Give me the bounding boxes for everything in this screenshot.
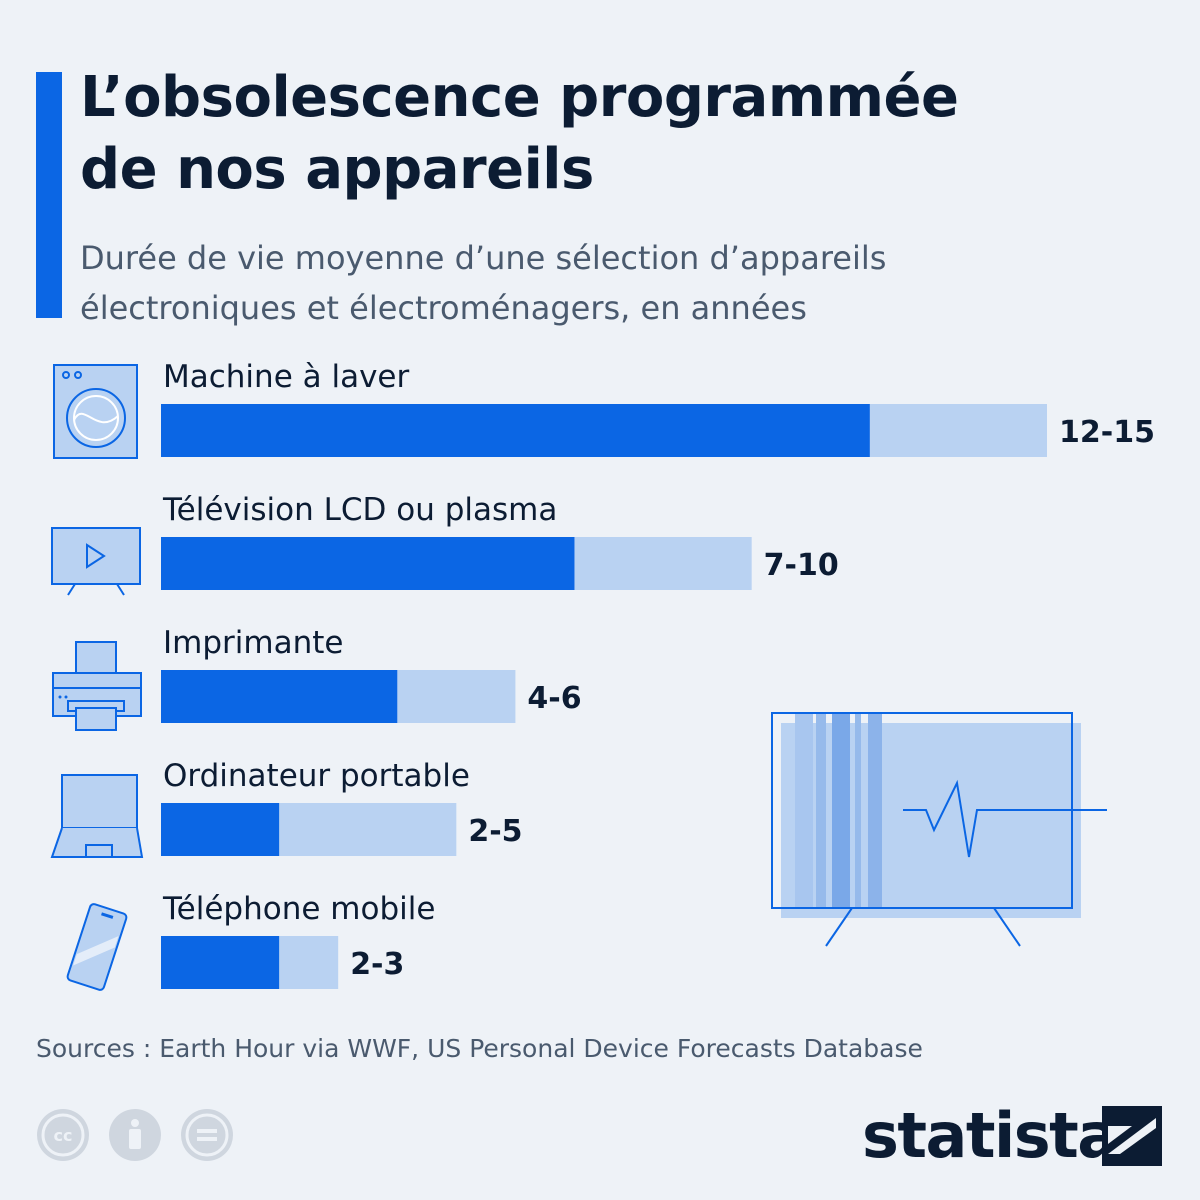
category-label: Télévision LCD ou plasma (162, 492, 557, 528)
license-icons: cc (37, 1109, 233, 1161)
subtitle-line-2: électroniques et électroménagers, en ann… (80, 289, 807, 327)
data-label: 2-5 (468, 814, 522, 849)
title-line-1: L’obsolescence programmée (80, 65, 959, 130)
no-derivatives-icon (181, 1109, 233, 1161)
television-icon (51, 527, 141, 596)
data-label: 4-6 (527, 681, 581, 716)
mobile-phone-icon (66, 903, 128, 991)
sources-text: Sources : Earth Hour via WWF, US Persona… (36, 1034, 923, 1063)
page-subtitle: Durée de vie moyenne d’une sélection d’a… (80, 233, 1160, 333)
category-label: Ordinateur portable (163, 758, 470, 794)
bar-low-segment (161, 936, 280, 989)
subtitle-line-1: Durée de vie moyenne d’une sélection d’a… (80, 239, 887, 277)
category-label: Imprimante (163, 625, 343, 661)
bar-low-segment (161, 404, 870, 457)
bar-high-segment (161, 404, 1047, 457)
broken-television-illustration (771, 712, 1107, 947)
title-line-2: de nos appareils (80, 137, 594, 202)
bar-low-segment (161, 803, 280, 856)
statista-logo: statista (862, 1098, 1172, 1174)
bar-low-segment (161, 670, 398, 723)
data-label: 2-3 (350, 947, 404, 982)
bar-high-segment (161, 936, 339, 989)
svg-text:cc: cc (54, 1126, 73, 1145)
data-label: 7-10 (764, 548, 839, 583)
data-label: 12-15 (1059, 415, 1155, 450)
bar-low-segment (161, 537, 575, 590)
printer-icon (52, 641, 142, 731)
bar-high-segment (161, 537, 752, 590)
cc-icon: cc (37, 1109, 89, 1161)
category-label: Machine à laver (163, 359, 409, 395)
category-label: Téléphone mobile (162, 891, 435, 927)
statista-mark-icon (1102, 1106, 1162, 1166)
chart-rows: Machine à laver 12-15 Télévision LCD ou pl… (50, 359, 1155, 991)
page-title: L’obsolescence programmée de nos apparei… (80, 62, 1160, 206)
washing-machine-icon (53, 364, 138, 459)
title-accent-bar (36, 72, 62, 318)
brand-name: statista (862, 1099, 1119, 1172)
attribution-icon (109, 1109, 161, 1161)
bar-high-segment (161, 803, 457, 856)
bar-high-segment (161, 670, 516, 723)
laptop-icon (50, 774, 144, 858)
